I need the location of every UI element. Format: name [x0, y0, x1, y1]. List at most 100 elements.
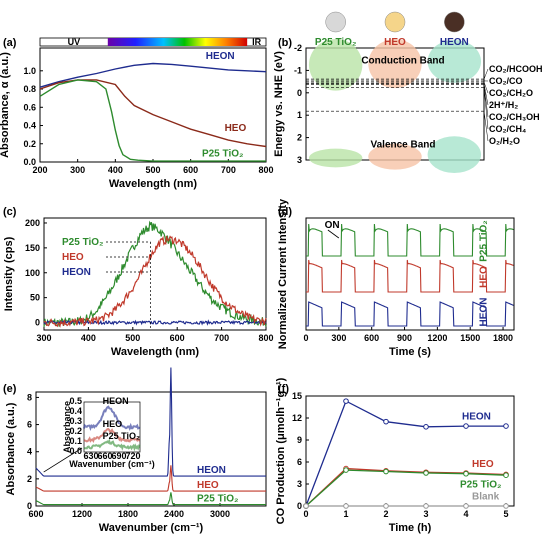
a-y-tick-label: 0.2	[23, 139, 36, 149]
e-inset-series-line	[83, 427, 140, 443]
a-uv-label: UV	[68, 37, 81, 47]
e-inset-y-tick-label: 0.4	[69, 406, 82, 416]
d-on-annotation: ON	[325, 220, 340, 231]
f-y-tick-label: 3	[297, 479, 302, 489]
f-series-label: P25 TiO₂	[460, 480, 502, 491]
a-x-tick-label: 600	[183, 165, 198, 175]
e-inset-x-tick-label: 630	[83, 451, 98, 461]
panel-label-f: (f)	[278, 383, 289, 395]
b-redox-label: CO₂/CH₂O	[489, 88, 533, 98]
e-inset-y-tick-label: 0.5	[69, 396, 82, 406]
f-data-point	[383, 418, 389, 425]
e-inset-y-tick-label: 0.0	[69, 446, 82, 456]
c-y-tick-label: 150	[25, 243, 40, 253]
c-y-tick-label: 200	[25, 218, 40, 228]
b-redox-leader	[483, 81, 489, 94]
f-y-tick-label: 0	[297, 501, 302, 511]
a-x-tick-label: 700	[221, 165, 236, 175]
f-data-point	[303, 503, 309, 509]
e-y-axis-label: Absorbance (a.u.)	[5, 402, 17, 495]
e-inset-x-tick-label: 690	[111, 451, 126, 461]
b-material-swatch	[325, 11, 346, 33]
e-inset-series-label: P25 TiO₂	[103, 431, 140, 441]
b-redox-label: CO₂/CH₄	[489, 124, 526, 134]
f-data-point	[463, 423, 469, 429]
e-x-tick-label: 1200	[72, 509, 92, 519]
panel-a: 200 300 400 500 600 700 800 0.0 0.2 0.4 0.6 0.8 1.0 W…	[0, 37, 274, 190]
d-x-axis-label: Time (s)	[389, 346, 431, 358]
f-series-line	[305, 400, 506, 507]
a-series-line	[39, 62, 267, 88]
b-redox-leader	[483, 84, 489, 118]
d-x-tick-label: 1200	[427, 333, 447, 343]
f-data-point	[383, 503, 389, 509]
b-material-label: P25 TiO₂	[315, 37, 357, 48]
e-inset-series-label: HEON	[103, 396, 129, 406]
e-series-label: HEO	[197, 480, 219, 491]
a-y-tick-label: 0.0	[23, 157, 36, 167]
b-conduction-band-label: Conduction Band	[361, 56, 444, 67]
d-x-tick-label: 900	[397, 333, 412, 343]
f-series-label: HEO	[472, 459, 494, 470]
c-x-tick-label: 400	[81, 333, 96, 343]
c-y-tick-label: 100	[25, 268, 40, 278]
d-series-line	[306, 259, 514, 293]
e-y-tick-label: 6	[27, 420, 32, 430]
e-inset-y-tick-label: 0.1	[69, 436, 82, 446]
f-x-axis-label: Time (h)	[389, 522, 432, 534]
panel-label-a: (a)	[3, 37, 17, 49]
panel-label-d: (d)	[278, 206, 292, 218]
e-x-tick-label: 2400	[164, 509, 184, 519]
e-inset-series-line	[83, 438, 141, 452]
f-data-point	[503, 423, 509, 429]
f-x-tick-label: 1	[343, 509, 348, 519]
b-material-swatch	[444, 11, 465, 33]
b-conduction-band-blob	[368, 39, 422, 89]
b-redox-leader	[483, 87, 489, 130]
a-y-tick-label: 0.8	[23, 84, 36, 94]
d-on-arrow	[327, 229, 340, 239]
f-data-point	[463, 503, 469, 509]
c-x-tick-label: 600	[170, 333, 185, 343]
f-series-line	[305, 467, 507, 507]
f-x-tick-label: 0	[303, 509, 308, 519]
b-y-tick-label: -2	[294, 43, 302, 53]
b-valence-band-blob	[427, 136, 482, 173]
c-series-label: HEO	[62, 252, 84, 263]
b-redox-label: O₂/H₂O	[489, 136, 520, 146]
d-x-tick-label: 1500	[460, 333, 480, 343]
f-x-tick-label: 3	[423, 509, 428, 519]
b-redox-leader	[483, 111, 489, 142]
c-x-tick-label: 500	[125, 333, 140, 343]
f-data-point	[503, 503, 509, 509]
b-valence-band-label: Valence Band	[370, 140, 435, 151]
d-x-tick-label: 600	[364, 333, 379, 343]
c-y-axis-label: Intensity (cps)	[3, 236, 15, 311]
f-y-axis-label: CO Production (μmolh⁻¹g⁻¹)	[275, 377, 287, 524]
f-data-point	[423, 424, 429, 430]
panel-c: 300 400 500 600 700 800 0 50 100 150 200 Wavelength…	[3, 217, 274, 358]
b-y-tick-label: -1	[294, 65, 302, 75]
b-y-tick-label: 0	[297, 88, 302, 98]
e-inset-x-tick-label: 720	[125, 451, 140, 461]
d-series-label: P25 TiO₂	[479, 220, 490, 262]
e-series-line	[35, 367, 266, 477]
c-series-line	[43, 319, 267, 326]
a-series-label: P25 TiO₂	[202, 149, 244, 160]
panel-e: 600 1200 1800 2400 3000 0 2 4 6 8 Wavenumber (cm⁻¹…	[5, 367, 267, 534]
b-redox-label: CO₂/CH₃OH	[489, 112, 540, 122]
f-x-tick-label: 4	[463, 509, 468, 519]
a-series-label: HEON	[206, 51, 235, 62]
b-redox-label: CO₂/CO	[489, 76, 523, 86]
e-x-tick-label: 3000	[210, 509, 230, 519]
f-y-tick-label: 6	[297, 457, 302, 467]
a-x-tick-label: 800	[258, 165, 273, 175]
panel-label-b: (b)	[278, 37, 292, 49]
d-series-label: HEON	[479, 298, 490, 327]
e-series-label: P25 TiO₂	[197, 494, 239, 505]
a-series-line	[39, 79, 267, 148]
a-x-axis-label: Wavelength (nm)	[109, 178, 198, 190]
panel-label-c: (c)	[3, 206, 17, 218]
e-inset-series-label: HEO	[103, 419, 123, 429]
